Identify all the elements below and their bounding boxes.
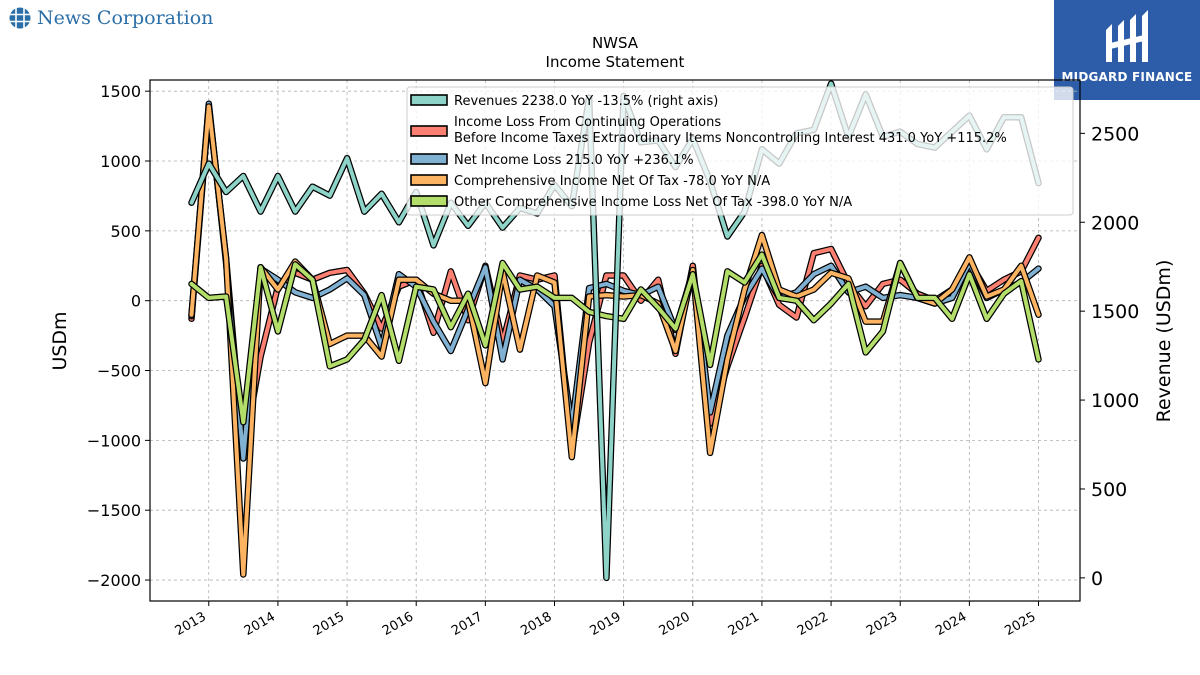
x-tick-label: 2020: [657, 609, 693, 639]
legend-swatch: [410, 125, 448, 137]
x-tick-label: 2022: [795, 609, 831, 639]
x-tick-label: 2015: [311, 609, 347, 639]
legend-label: Comprehensive Income Net Of Tax -78.0 Yo…: [454, 174, 770, 189]
brand-badge: MIDGARD FINANCE: [1054, 0, 1200, 100]
legend-box: [406, 86, 1074, 216]
legend-swatch: [410, 153, 448, 165]
x-tick-label: 2024: [933, 609, 969, 639]
globe-icon: [9, 7, 31, 29]
company-header: News Corporation: [8, 6, 213, 30]
legend-swatch: [410, 195, 448, 207]
legend: Revenues 2238.0 YoY -13.5% (right axis) I…: [406, 86, 1074, 216]
y2-tick-label: 1000: [1091, 390, 1139, 412]
x-tick-label: 2021: [726, 609, 762, 639]
x-tick-label: 2017: [449, 609, 485, 639]
legend-label: Other Comprehensive Income Loss Net Of T…: [454, 195, 852, 210]
legend-label: Net Income Loss 215.0 YoY +236.1%: [454, 153, 694, 168]
legend-label: Revenues 2238.0 YoY -13.5% (right axis): [454, 94, 718, 109]
plot-frame: [149, 79, 1081, 602]
y-tick-label: 0: [131, 292, 141, 311]
y-tick-label: −500: [97, 362, 141, 381]
x-tick-label: 2018: [518, 609, 554, 639]
y2-tick-label: 1500: [1091, 301, 1139, 323]
x-tick-label: 2023: [864, 609, 900, 639]
x-tick-label: 2013: [173, 609, 209, 639]
legend-label: Income Loss From Continuing Operations Be…: [454, 115, 1007, 146]
x-tick-label: 2025: [1002, 609, 1038, 639]
company-name: News Corporation: [37, 7, 214, 29]
x-tick-label: 2014: [242, 609, 278, 639]
legend-swatch: [410, 94, 448, 106]
y-tick-label: −1000: [87, 431, 141, 450]
x-tick-label: 2016: [380, 609, 416, 639]
chart-subtitle: Income Statement: [546, 53, 685, 71]
y2-axis-label: Revenue (USDm): [1153, 260, 1175, 423]
y2-tick-label: 0: [1091, 568, 1103, 590]
y-axis-label: USDm: [49, 311, 71, 370]
y-tick-label: −1500: [87, 501, 141, 520]
y-tick-label: 1000: [100, 152, 141, 171]
brand-badge-text: MIDGARD FINANCE: [1061, 70, 1193, 84]
chart-title: NWSA: [592, 34, 639, 52]
y-tick-label: 1500: [100, 82, 141, 101]
legend-swatch: [410, 174, 448, 186]
y-tick-label: 500: [110, 222, 141, 241]
y2-tick-label: 2000: [1091, 212, 1139, 234]
x-tick-label: 2019: [587, 609, 623, 639]
brand-logo-icon: [1106, 10, 1148, 62]
y2-tick-label: 2500: [1091, 123, 1139, 145]
y2-tick-label: 500: [1091, 479, 1127, 501]
y-tick-label: −2000: [87, 571, 141, 590]
